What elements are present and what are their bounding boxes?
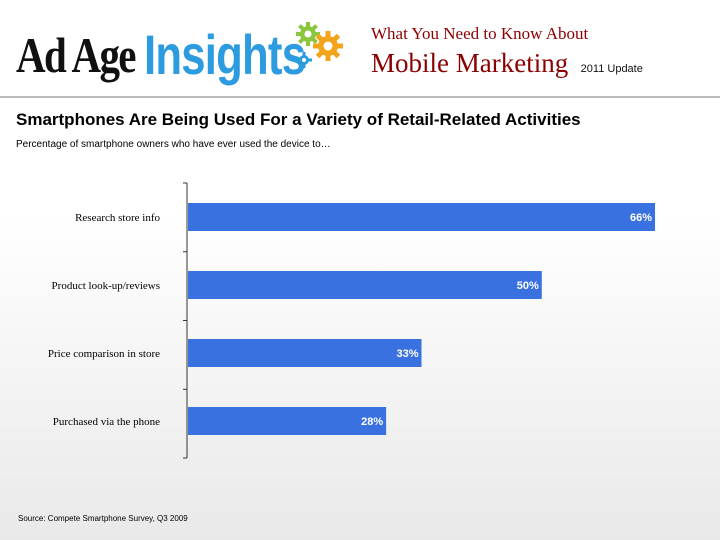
report-headline: Mobile Marketing xyxy=(371,48,569,78)
category-label: Product look-up/reviews xyxy=(52,280,160,292)
gears-icon xyxy=(296,22,343,68)
data-label: 33% xyxy=(396,348,418,360)
category-label: Purchased via the phone xyxy=(53,416,160,428)
category-label: Price comparison in store xyxy=(48,348,160,360)
bar xyxy=(188,271,542,299)
report-kicker: What You Need to Know About xyxy=(371,24,589,43)
bar xyxy=(188,203,655,231)
header-divider xyxy=(0,96,720,98)
data-label: 50% xyxy=(517,280,539,292)
logo-insights-text: Insights xyxy=(144,23,306,86)
bar xyxy=(188,407,387,435)
category-label: Research store info xyxy=(75,212,160,224)
logo-ad-age-text: Ad Age xyxy=(16,27,137,83)
data-label: 28% xyxy=(361,416,383,428)
data-label: 66% xyxy=(630,212,652,224)
slide-subtitle: Percentage of smartphone owners who have… xyxy=(16,139,331,150)
update-label: 2011 Update xyxy=(580,63,643,75)
slide-title: Smartphones Are Being Used For a Variety… xyxy=(16,110,581,129)
source-note: Source: Compete Smartphone Survey, Q3 20… xyxy=(18,514,188,523)
bar xyxy=(188,339,422,367)
report-header: What You Need to Know About Mobile Marke… xyxy=(371,24,643,79)
headline-row: Mobile Marketing 2011 Update xyxy=(371,48,643,79)
